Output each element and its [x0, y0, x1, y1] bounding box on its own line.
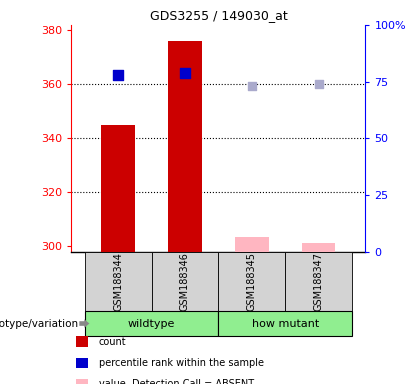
Point — [249, 83, 255, 89]
Text: count: count — [99, 337, 126, 347]
Text: GSM188346: GSM188346 — [180, 252, 190, 311]
Text: GSM188345: GSM188345 — [247, 252, 257, 311]
Bar — [235, 237, 268, 252]
Text: value, Detection Call = ABSENT: value, Detection Call = ABSENT — [99, 379, 254, 384]
Text: percentile rank within the sample: percentile rank within the sample — [99, 358, 264, 368]
Text: how mutant: how mutant — [252, 318, 319, 329]
Title: GDS3255 / 149030_at: GDS3255 / 149030_at — [150, 9, 287, 22]
Point — [181, 70, 188, 76]
Text: genotype/variation: genotype/variation — [0, 318, 79, 329]
Point — [115, 72, 121, 78]
Bar — [102, 125, 135, 252]
Point — [315, 81, 322, 87]
Bar — [168, 41, 202, 252]
Text: wildtype: wildtype — [128, 318, 175, 329]
Text: GSM188347: GSM188347 — [314, 252, 324, 311]
Text: GSM188344: GSM188344 — [113, 252, 123, 311]
Bar — [302, 243, 335, 252]
